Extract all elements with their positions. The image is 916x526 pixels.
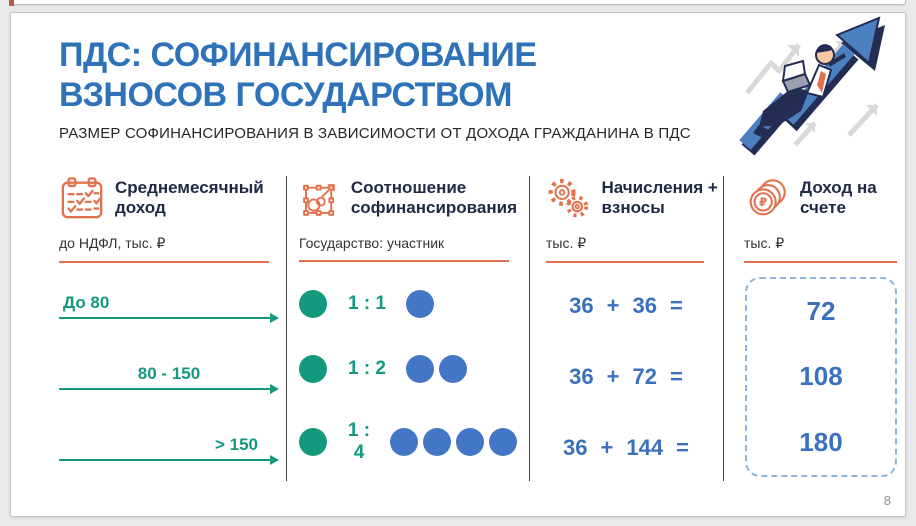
ratio-label: 1 : 4 (347, 420, 371, 464)
income-range-label: 80 - 150 (137, 363, 201, 383)
slide-canvas: ПДС: СОФИНАНСИРОВАНИЕ ВЗНОСОВ ГОСУДАРСТВ… (10, 12, 906, 517)
equation-term-a: 36 (569, 363, 594, 389)
ratio-row: 1 : 1 (299, 289, 517, 318)
equation-term-b: 144 (626, 434, 664, 460)
income-arrow (59, 313, 279, 324)
column-unit-contributions: тыс. ₽ (546, 235, 587, 251)
page-title-line1: ПДС: СОФИНАНСИРОВАНИЕ (59, 36, 537, 74)
equals-sign: = (669, 363, 683, 389)
calendar-icon (61, 177, 103, 219)
ratio-circle (390, 428, 418, 457)
ratio-row: 1 : 4 (299, 420, 517, 464)
ratio-label: 1 : 2 (347, 357, 387, 379)
column-unit-income: до НДФЛ, тыс. ₽ (59, 235, 166, 251)
ratio-circle (299, 289, 327, 318)
column-unit-ratio: Государство: участник (299, 235, 445, 251)
income-row: 80 - 150 (59, 363, 279, 394)
column-title-contributions: Начисления + взносы (601, 178, 718, 217)
income-row: До 80 (59, 293, 279, 324)
income-range-label: > 150 (214, 434, 258, 454)
column-unit-account-income: тыс. ₽ (744, 235, 785, 251)
coins-icon: ₽ (749, 179, 786, 216)
income-row: > 150 (59, 434, 279, 465)
column-underline (546, 261, 704, 263)
state-circles (299, 289, 327, 318)
equals-sign: = (676, 434, 689, 460)
column-header-contributions: Начисления + взносы тыс. ₽ (546, 176, 718, 263)
column-title-account-income: Доход на счете (800, 178, 877, 217)
ratio-rows: 1 : 1 1 : 2 1 : 4 (299, 271, 517, 483)
ratio-circle (489, 428, 517, 457)
gears-icon (548, 178, 589, 218)
svg-text:₽: ₽ (759, 195, 767, 209)
plus-sign: + (600, 434, 614, 460)
column-header-income: Среднемесячный доход до НДФЛ, тыс. ₽ (59, 176, 281, 263)
column-divider (529, 176, 530, 481)
column-underline (299, 260, 509, 262)
participant-circles (390, 428, 517, 457)
column-underline (744, 261, 897, 263)
result-value: 180 (799, 426, 843, 457)
participant-circles (406, 289, 434, 318)
page-subtitle: РАЗМЕР СОФИНАНСИРОВАНИЯ В ЗАВИСИМОСТИ ОТ… (59, 125, 691, 142)
result-value: 108 (799, 361, 843, 392)
income-range-label: До 80 (63, 293, 110, 313)
column-title-income: Среднемесячный доход (115, 178, 264, 217)
page-title: ПДС: СОФИНАНСИРОВАНИЕ ВЗНОСОВ ГОСУДАРСТВ… (59, 35, 537, 115)
equation-term-b: 72 (632, 363, 657, 389)
previous-slide-accent (9, 0, 14, 6)
equation-row: 36 + 144 = (533, 435, 719, 461)
growth-arrow-illustration (737, 13, 907, 161)
column-header-ratio: Соотношение софинансирования Государство… (299, 176, 517, 262)
equation-row: 36 + 72 = (533, 364, 719, 390)
ratio-label: 1 : 1 (347, 292, 387, 314)
man-on-arrow-icon (739, 16, 885, 156)
results-box: 72 108 180 (745, 277, 897, 477)
ratio-circle (299, 354, 327, 383)
ratio-circle (406, 354, 434, 383)
ratio-icon (303, 184, 335, 216)
equation-row: 36 + 36 = (533, 293, 719, 319)
plus-sign: + (606, 293, 620, 319)
income-arrow (59, 454, 279, 465)
plus-sign: + (606, 363, 620, 389)
equation-term-a: 36 (569, 293, 594, 319)
state-circles (299, 354, 327, 383)
equation-term-b: 36 (632, 293, 657, 319)
participant-circles (406, 354, 467, 383)
income-arrow (59, 383, 279, 394)
equation-term-a: 36 (563, 434, 588, 460)
result-value: 72 (806, 296, 836, 327)
page-number: 8 (883, 493, 891, 508)
column-divider (286, 176, 287, 481)
income-rows: До 80 80 - 150 > 150 (59, 271, 279, 483)
ratio-row: 1 : 2 (299, 354, 517, 383)
column-header-account-income: ₽ Доход на счете тыс. ₽ (744, 176, 900, 263)
ratio-circle (299, 428, 327, 457)
column-divider (723, 176, 724, 481)
page-title-line2: ВЗНОСОВ ГОСУДАРСТВОМ (59, 76, 512, 115)
column-title-ratio: Соотношение софинансирования (350, 178, 517, 217)
ratio-circle (439, 354, 467, 383)
state-circles (299, 428, 327, 457)
equation-rows: 36 + 36 = 36 + 72 = 36 + 144 = (533, 271, 719, 483)
column-underline (59, 261, 269, 263)
equals-sign: = (669, 293, 683, 319)
ratio-circle (456, 428, 484, 457)
ratio-circle (423, 428, 451, 457)
previous-slide-edge (10, 0, 906, 5)
ratio-circle (406, 289, 434, 318)
